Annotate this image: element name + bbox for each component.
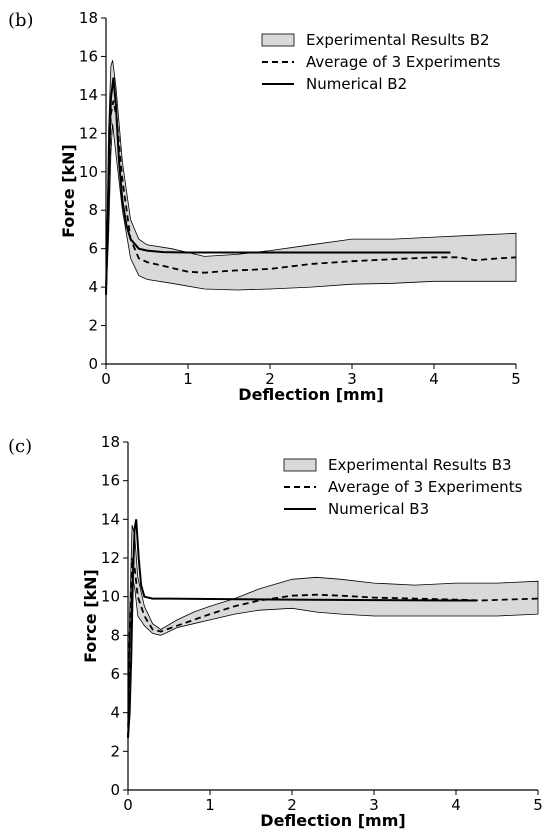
x-tick-label: 2 xyxy=(287,796,297,814)
panel-label: (c) xyxy=(8,436,32,457)
series-band-experimental xyxy=(127,525,539,740)
y-tick-label: 0 xyxy=(110,781,120,799)
y-tick-label: 18 xyxy=(79,9,98,27)
x-tick-label: 3 xyxy=(347,370,357,388)
y-tick-label: 10 xyxy=(79,163,98,181)
x-tick-label: 4 xyxy=(429,370,439,388)
y-tick-label: 6 xyxy=(88,240,98,258)
series-line-numerical xyxy=(105,77,451,295)
y-tick-label: 16 xyxy=(101,472,120,490)
y-tick-label: 10 xyxy=(101,588,120,606)
y-tick-label: 12 xyxy=(79,124,98,142)
legend: Experimental Results B3 Average of 3 Expe… xyxy=(283,456,523,518)
x-tick-label: 1 xyxy=(205,796,215,814)
y-tick-label: 0 xyxy=(88,355,98,373)
y-tick-label: 8 xyxy=(110,626,120,644)
legend-label: Experimental Results B2 xyxy=(306,31,490,49)
x-axis-title: Deflection [mm] xyxy=(260,811,405,830)
x-tick-label: 5 xyxy=(511,370,521,388)
legend-label: Numerical B3 xyxy=(328,500,429,518)
panel-label: (b) xyxy=(8,10,34,31)
y-tick-label: 14 xyxy=(79,86,98,104)
x-tick-label: 4 xyxy=(451,796,461,814)
series-line-average xyxy=(105,100,517,295)
x-tick-label: 5 xyxy=(533,796,543,814)
x-tick-label: 0 xyxy=(101,370,111,388)
y-tick-label: 2 xyxy=(110,742,120,760)
series-band-experimental xyxy=(105,60,517,297)
y-tick-label: 2 xyxy=(88,317,98,335)
x-tick-label: 2 xyxy=(265,370,275,388)
y-axis-title: Force [kN] xyxy=(81,569,100,663)
x-axis-title: Deflection [mm] xyxy=(238,385,383,404)
legend-swatch-band xyxy=(283,458,317,472)
series-line-average xyxy=(127,557,539,738)
legend-label: Numerical B2 xyxy=(306,75,407,93)
legend-swatch-band xyxy=(261,33,295,47)
y-tick-label: 8 xyxy=(88,201,98,219)
y-tick-label: 6 xyxy=(110,665,120,683)
y-tick-label: 4 xyxy=(110,704,120,722)
x-tick-label: 1 xyxy=(183,370,193,388)
y-tick-label: 16 xyxy=(79,47,98,65)
x-tick-label: 0 xyxy=(123,796,133,814)
y-tick-label: 14 xyxy=(101,510,120,528)
legend-label: Average of 3 Experiments xyxy=(328,478,523,496)
legend-label: Average of 3 Experiments xyxy=(306,53,501,71)
legend: Experimental Results B2 Average of 3 Expe… xyxy=(261,31,501,93)
y-axis-title: Force [kN] xyxy=(59,144,78,238)
legend-label: Experimental Results B3 xyxy=(328,456,512,474)
y-tick-label: 4 xyxy=(88,278,98,296)
x-tick-label: 3 xyxy=(369,796,379,814)
y-tick-label: 18 xyxy=(101,433,120,451)
y-tick-label: 12 xyxy=(101,549,120,567)
series-line-numerical xyxy=(127,519,477,738)
